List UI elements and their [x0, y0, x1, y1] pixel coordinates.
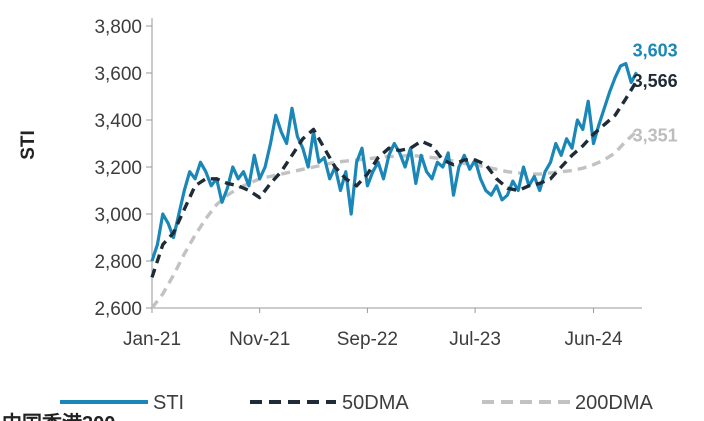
end-label-sti: 3,603	[633, 40, 678, 60]
y-tick-label: 2,800	[94, 252, 142, 273]
series-layer	[150, 62, 639, 310]
axes-layer	[146, 18, 642, 313]
x-tick-label: Sep-22	[337, 329, 398, 350]
x-tick-label: Jul-23	[449, 329, 501, 350]
y-tick-label: 3,400	[94, 111, 142, 132]
series-line-sti	[150, 62, 639, 262]
labels-layer: 2,600 2,800 3,000 3,200 3,400 3,600 3,800 Jan-2…	[94, 17, 677, 350]
y-tick-label: 3,600	[94, 64, 142, 85]
legend-label-200dma: 200DMA	[575, 392, 653, 414]
y-tick-label: 2,600	[94, 299, 142, 320]
y-tick-label: 3,200	[94, 158, 142, 179]
x-tick-label: Jan-21	[123, 329, 181, 350]
series-line-50dma	[150, 80, 639, 278]
y-tick-label: 3,800	[94, 17, 142, 38]
cropped-footer-text: 中国香港300	[2, 411, 115, 421]
legend: STI 50DMA 200DMA	[60, 392, 653, 414]
legend-label-sti: STI	[153, 392, 184, 414]
series-line-200dma	[150, 130, 638, 310]
y-axis-label: STI	[18, 130, 39, 160]
x-tick-label: Nov-21	[229, 329, 290, 350]
y-tick-label: 3,000	[94, 205, 142, 226]
end-label-50dma: 3,566	[633, 71, 678, 91]
legend-label-50dma: 50DMA	[342, 392, 409, 414]
x-tick-label: Jun-24	[564, 329, 623, 350]
end-label-200dma: 3,351	[633, 126, 678, 146]
